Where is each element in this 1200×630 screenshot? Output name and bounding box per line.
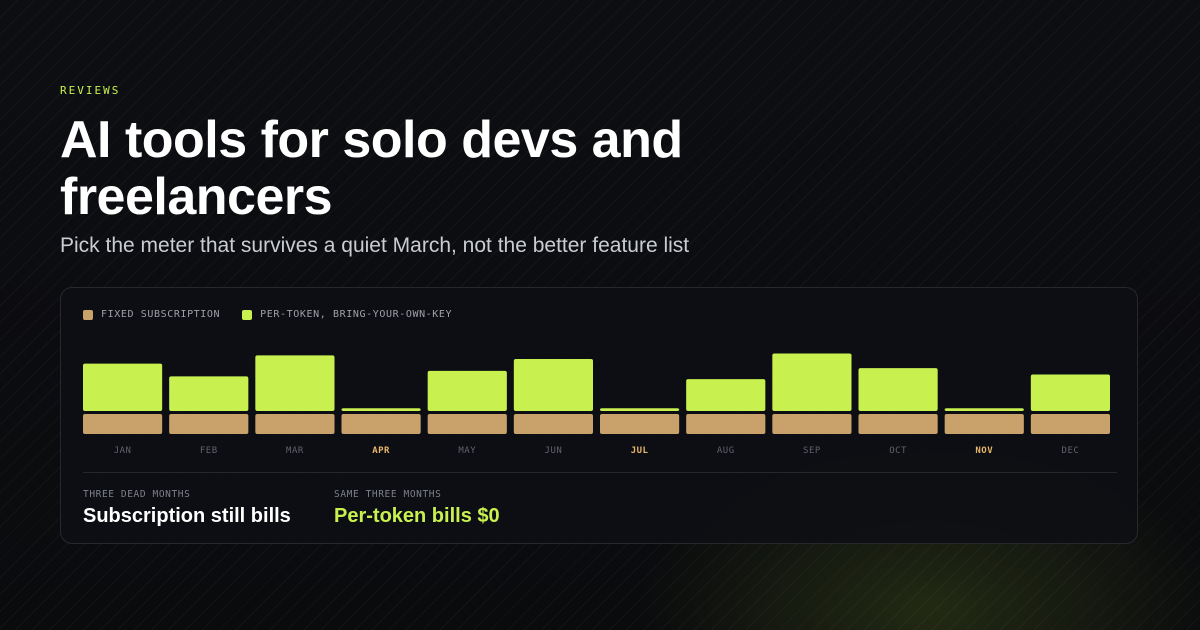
month-label-apr: APR: [372, 446, 390, 456]
card-divider: [83, 472, 1117, 473]
bar-per-token-apr: [341, 408, 421, 411]
bar-subscription-jan: [83, 413, 163, 434]
stat-per-token-value: Per-token bills $0: [334, 505, 500, 527]
month-label-feb: FEB: [200, 446, 218, 456]
bar-per-token-oct: [858, 368, 938, 411]
stat-per-token-label: SAME THREE MONTHS: [334, 489, 442, 500]
bar-per-token-jun: [513, 359, 593, 411]
bar-subscription-feb: [169, 413, 249, 434]
page-title: AI tools for solo devs and freelancers: [60, 111, 683, 226]
month-label-oct: OCT: [889, 446, 907, 456]
legend-swatch-per-token: [242, 309, 253, 320]
legend-label-per-token: PER-TOKEN, BRING-YOUR-OWN-KEY: [260, 309, 453, 320]
legend-item-per-token: PER-TOKEN, BRING-YOUR-OWN-KEY: [242, 309, 452, 320]
legend-swatch-subscription: [83, 309, 93, 320]
bar-per-token-may: [427, 370, 507, 411]
chart-legend: FIXED SUBSCRIPTION PER-TOKEN, BRING-YOUR…: [83, 309, 452, 320]
bar-subscription-apr: [341, 413, 421, 434]
month-label-sep: SEP: [803, 446, 821, 456]
month-label-mar: MAR: [286, 446, 304, 456]
bar-subscription-jun: [513, 413, 593, 434]
month-label-jan: JAN: [114, 446, 132, 456]
month-label-jun: JUN: [545, 446, 563, 456]
bar-subscription-jul: [600, 413, 680, 434]
bar-subscription-sep: [772, 413, 852, 434]
bar-per-token-feb: [169, 376, 249, 411]
stat-subscription-label: THREE DEAD MONTHS: [83, 489, 191, 500]
bar-subscription-oct: [858, 413, 938, 434]
stat-per-token: SAME THREE MONTHS Per-token bills $0: [334, 489, 500, 528]
category-eyebrow: REVIEWS: [60, 84, 121, 97]
legend-label-subscription: FIXED SUBSCRIPTION: [101, 309, 221, 320]
bar-per-token-jan: [83, 363, 163, 411]
bar-subscription-mar: [255, 413, 335, 434]
month-label-nov: NOV: [975, 446, 993, 456]
bar-per-token-aug: [686, 379, 766, 411]
stacked-bar-chart: JAN FEB MAR APR MAY JUN JUL AUG SEP OCT NOV DEC: [83, 353, 1110, 456]
stat-subscription-value: Subscription still bills: [83, 505, 291, 527]
month-label-dec: DEC: [1062, 446, 1080, 456]
bar-subscription-dec: [1030, 413, 1110, 434]
stat-subscription: THREE DEAD MONTHS Subscription still bil…: [83, 489, 291, 528]
chart-card: FIXED SUBSCRIPTION PER-TOKEN, BRING-YOUR…: [60, 287, 1138, 544]
bar-subscription-nov: [944, 413, 1024, 434]
bar-per-token-dec: [1030, 374, 1110, 411]
page-subtitle: Pick the meter that survives a quiet Mar…: [60, 234, 690, 257]
bar-subscription-aug: [686, 413, 766, 434]
month-label-aug: AUG: [717, 446, 735, 456]
month-label-may: MAY: [458, 446, 476, 456]
bar-per-token-sep: [772, 353, 852, 411]
month-label-jul: JUL: [631, 446, 649, 456]
bar-per-token-jul: [600, 408, 680, 411]
bar-subscription-may: [427, 413, 507, 434]
bar-per-token-nov: [944, 408, 1024, 411]
bar-per-token-mar: [255, 355, 335, 411]
legend-item-subscription: FIXED SUBSCRIPTION: [83, 309, 220, 320]
